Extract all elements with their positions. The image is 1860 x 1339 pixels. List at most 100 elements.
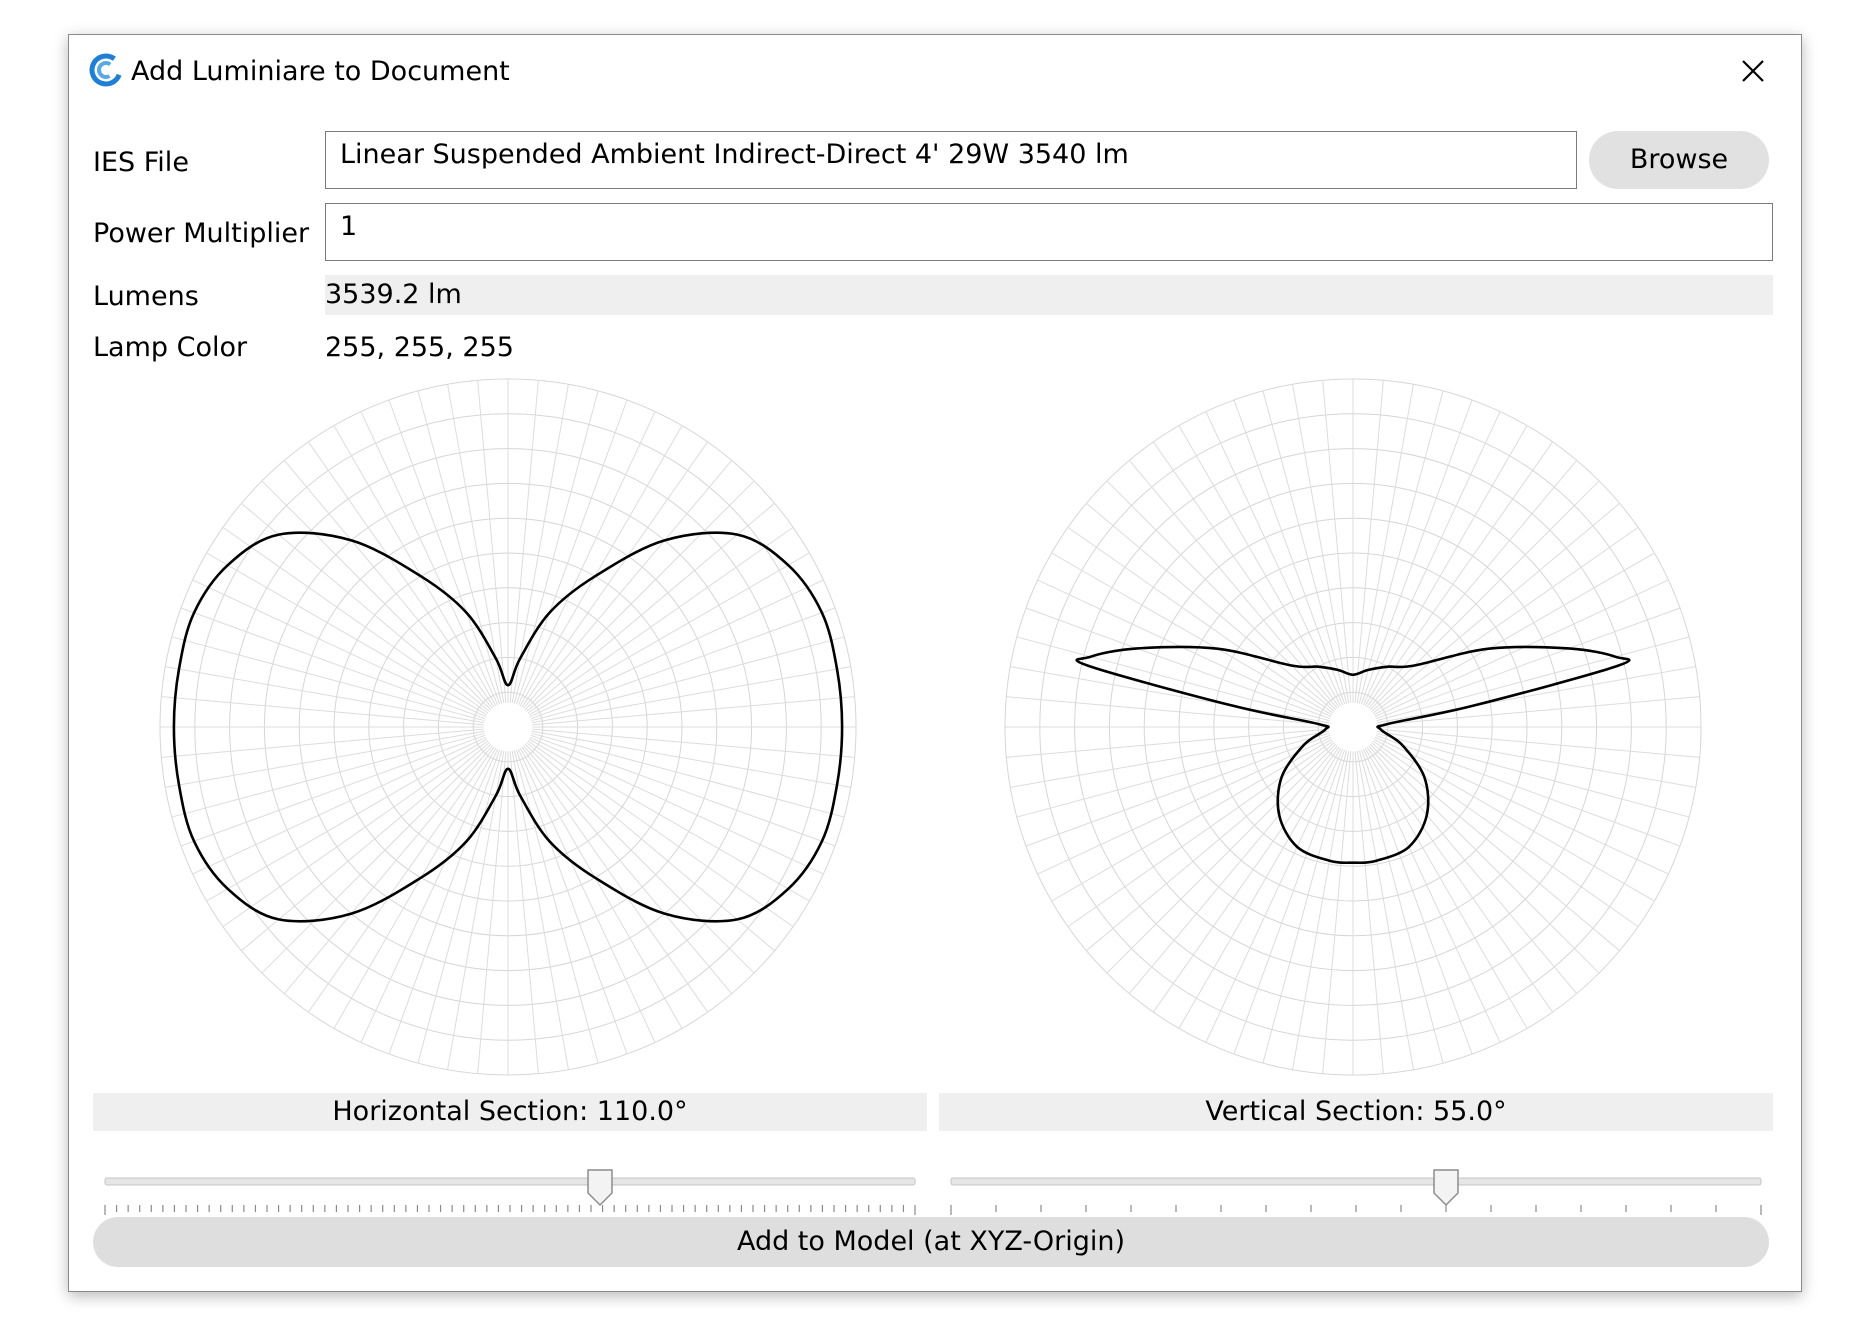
- grid-spoke: [1373, 552, 1655, 716]
- grid-spoke: [1322, 751, 1352, 1074]
- grid-spoke: [509, 380, 539, 703]
- grid-spoke: [1377, 696, 1700, 726]
- horizontal-section-label: Horizontal Section: 110.0°: [93, 1093, 927, 1131]
- horizontal-section-slider[interactable]: [93, 1169, 927, 1215]
- grid-spoke: [1369, 480, 1600, 711]
- slider-track[interactable]: [950, 1177, 1762, 1186]
- grid-spoke: [1086, 502, 1335, 712]
- slider-ticks: [950, 1205, 1762, 1215]
- vertical-section-slider[interactable]: [939, 1169, 1773, 1215]
- grid-spoke: [1366, 746, 1554, 1013]
- lumens-value: 3539.2 lm: [325, 275, 1773, 315]
- slider-track[interactable]: [104, 1177, 916, 1186]
- polar-grid: [1004, 378, 1702, 1076]
- grid-spoke: [1360, 399, 1473, 705]
- vertical-section-label: Vertical Section: 55.0°: [939, 1093, 1773, 1131]
- intensity-curve: [172, 531, 844, 923]
- grid-spoke: [360, 411, 499, 706]
- grid-spoke: [519, 747, 683, 1029]
- slider-thumb[interactable]: [1433, 1169, 1459, 1207]
- grid-spoke: [517, 411, 656, 706]
- grid-spoke: [1205, 411, 1344, 706]
- grid-spoke: [477, 380, 507, 703]
- grid-spoke: [360, 748, 499, 1043]
- grid-spoke: [1356, 384, 1414, 704]
- grid-spoke: [1262, 390, 1348, 704]
- grid-spoke: [1377, 728, 1700, 758]
- ies-file-label: IES File: [93, 147, 189, 178]
- grid-spoke: [1376, 666, 1696, 724]
- grid-spoke: [261, 743, 492, 974]
- grid-spoke: [222, 740, 489, 928]
- grid-spoke: [1376, 732, 1690, 818]
- grid-spoke: [1366, 441, 1554, 708]
- app-logo-icon: [89, 53, 123, 87]
- slider-ticks: [104, 1205, 916, 1215]
- grid-spoke: [1037, 736, 1332, 875]
- grid-spoke: [241, 742, 490, 952]
- grid-spoke: [171, 636, 485, 722]
- grid-spoke: [527, 526, 794, 714]
- grid-spoke: [388, 749, 501, 1055]
- grid-spoke: [511, 384, 569, 704]
- grid-spoke: [515, 749, 628, 1055]
- grid-spoke: [1051, 738, 1333, 902]
- grid-spoke: [531, 732, 845, 818]
- grid-spoke: [1128, 745, 1338, 994]
- dialog-title: Add Luminiare to Document: [131, 56, 510, 87]
- grid-spoke: [192, 736, 487, 875]
- grid-spoke: [1360, 749, 1473, 1055]
- grid-spoke: [530, 734, 836, 847]
- slider-thumb[interactable]: [587, 1169, 613, 1207]
- add-to-model-button[interactable]: Add to Model (at XYZ-Origin): [93, 1217, 1769, 1267]
- grid-spoke: [530, 607, 836, 720]
- grid-spoke: [511, 750, 569, 1070]
- grid-spoke: [206, 738, 488, 902]
- grid-spoke: [1025, 734, 1331, 847]
- grid-spoke: [1358, 390, 1444, 704]
- grid-spoke: [283, 460, 493, 709]
- grid-spoke: [1106, 743, 1337, 974]
- grid-spoke: [523, 745, 733, 994]
- grid-spoke: [513, 750, 599, 1064]
- grid-spoke: [526, 742, 775, 952]
- grid-spoke: [531, 666, 851, 724]
- grid-spoke: [1233, 749, 1346, 1055]
- grid-spoke: [161, 696, 484, 726]
- grid-spoke: [1375, 607, 1681, 720]
- power-multiplier-field[interactable]: 1: [325, 203, 1773, 261]
- grid-spoke: [180, 734, 486, 847]
- grid-spoke: [1373, 738, 1655, 902]
- grid-spoke: [477, 751, 507, 1074]
- grid-spoke: [1354, 751, 1384, 1074]
- grid-spoke: [1086, 742, 1335, 952]
- ies-file-field[interactable]: Linear Suspended Ambient Indirect-Direct…: [325, 131, 1577, 189]
- grid-spoke: [1375, 734, 1681, 847]
- grid-spoke: [1178, 425, 1342, 707]
- grid-spoke: [1374, 736, 1669, 875]
- grid-spoke: [529, 736, 824, 875]
- grid-spoke: [1292, 750, 1350, 1070]
- grid-spoke: [333, 425, 497, 707]
- grid-spoke: [1362, 411, 1501, 706]
- grid-spoke: [1376, 636, 1690, 722]
- grid-spoke: [529, 579, 824, 718]
- grid-spoke: [1322, 380, 1352, 703]
- close-icon[interactable]: [1731, 49, 1775, 93]
- grid-spoke: [1006, 728, 1329, 758]
- grid-spoke: [1152, 746, 1340, 1013]
- grid-spoke: [447, 384, 505, 704]
- grid-spoke: [206, 552, 488, 716]
- grid-spoke: [1178, 747, 1342, 1029]
- grid-spoke: [161, 728, 484, 758]
- grid-spoke: [1016, 732, 1330, 818]
- grid-spoke: [1371, 502, 1620, 712]
- grid-spoke: [417, 750, 503, 1064]
- grid-spoke: [1376, 730, 1696, 788]
- grid-spoke: [447, 750, 505, 1070]
- browse-button[interactable]: Browse: [1589, 131, 1769, 189]
- grid-spoke: [521, 441, 709, 708]
- grid-spoke: [515, 399, 628, 705]
- grid-spoke: [1371, 742, 1620, 952]
- grid-spoke: [1051, 552, 1333, 716]
